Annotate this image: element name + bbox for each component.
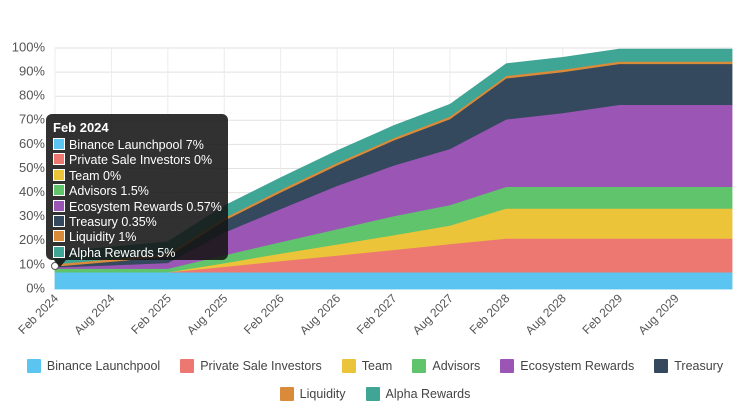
tooltip-row-label: Private Sale Investors 0% [69, 153, 213, 168]
y-tick-label: 90% [19, 64, 45, 79]
legend-item[interactable]: Binance Launchpool [26, 352, 161, 380]
legend-swatch [412, 359, 427, 373]
legend-label: Binance Launchpool [46, 359, 161, 373]
legend-swatch [500, 359, 515, 373]
tooltip-caret [54, 260, 66, 267]
tooltip-row: Team 0% [53, 168, 221, 184]
tooltip: Feb 2024 Binance Launchpool 7% Private Sa… [46, 114, 228, 260]
x-tick-label: Feb 2026 [241, 291, 287, 337]
legend-swatch [365, 387, 380, 401]
y-tick-label: 20% [19, 232, 45, 247]
x-tick-label: Aug 2024 [71, 291, 117, 337]
y-tick-label: 10% [19, 256, 45, 271]
tooltip-swatch [53, 214, 65, 227]
tooltip-row-label: Binance Launchpool 7% [69, 138, 204, 152]
legend-item[interactable]: Liquidity [279, 380, 346, 408]
tooltip-swatch [53, 245, 65, 258]
y-tick-label: 70% [19, 112, 45, 127]
tooltip-title: Feb 2024 [53, 120, 109, 135]
legend-item[interactable]: Treasury [654, 352, 723, 380]
tooltip-swatch [53, 138, 65, 150]
legend-swatch [341, 359, 356, 373]
legend-swatch [279, 387, 294, 401]
tooltip-row: Ecosystem Rewards 0.57% [53, 199, 222, 215]
area-series-binance-launchpool [54, 271, 733, 290]
legend-item[interactable]: Alpha Rewards [365, 380, 471, 408]
tooltip-swatch [53, 168, 65, 181]
x-tick-label: Feb 2024 [15, 291, 61, 337]
y-tick-label: 80% [19, 88, 45, 103]
x-tick-label: Feb 2025 [128, 291, 174, 337]
tooltip-row: Alpha Rewards 5% [53, 245, 221, 261]
legend-item[interactable]: Team [341, 352, 393, 380]
legend-item[interactable]: Private Sale Investors [180, 352, 322, 380]
tooltip-row: Advisors 1.5% [53, 184, 221, 199]
x-tick-label: Aug 2026 [297, 291, 343, 337]
legend: Binance Launchpool Private Sale Investors… [0, 352, 750, 408]
tooltip-row-label: Team 0% [69, 168, 122, 183]
legend-label: Treasury [674, 359, 724, 373]
legend-swatch [26, 359, 41, 373]
x-tick-label: Aug 2025 [184, 291, 230, 337]
y-tick-label: 50% [19, 160, 45, 175]
tooltip-swatch [53, 153, 65, 166]
legend-swatch [654, 359, 669, 373]
tooltip-row: Private Sale Investors 0% [53, 153, 221, 168]
tooltip-row-label: Ecosystem Rewards 0.57% [69, 199, 222, 214]
y-tick-label: 60% [19, 136, 45, 151]
y-tick-label: 0% [26, 280, 45, 295]
legend-label: Alpha Rewards [385, 387, 471, 401]
tooltip-swatch [53, 199, 65, 212]
x-tick-label: Feb 2028 [467, 291, 513, 337]
tooltip-row: Liquidity 1% [53, 230, 221, 245]
legend-item[interactable]: Advisors [412, 352, 480, 380]
tooltip-swatch [53, 184, 65, 197]
y-axis-ticks: 0% 10% 20% 30% 40% 50% 60% 70% 80% 90% 100% [12, 39, 46, 295]
y-tick-label: 100% [12, 39, 46, 54]
legend-label: Ecosystem Rewards [520, 359, 635, 373]
x-tick-label: Aug 2028 [523, 291, 569, 337]
legend-swatch [180, 359, 195, 373]
x-axis-ticks: Feb 2024 Aug 2024 Feb 2025 Aug 2025 Feb 2026… [15, 291, 682, 337]
tooltip-row: Treasury 0.35% [53, 214, 221, 230]
tooltip-swatch [53, 230, 65, 243]
x-tick-label: Aug 2027 [410, 291, 456, 337]
legend-item[interactable]: Ecosystem Rewards [500, 352, 634, 380]
tooltip-row-label: Liquidity 1% [69, 230, 137, 245]
tooltip-row-label: Treasury 0.35% [69, 214, 157, 229]
legend-label: Team [361, 359, 393, 373]
x-tick-label: Feb 2029 [580, 291, 626, 337]
tooltip-row-label: Alpha Rewards 5% [69, 245, 176, 260]
y-tick-label: 40% [19, 184, 45, 199]
tooltip-row-label: Advisors 1.5% [69, 184, 149, 199]
x-tick-label: Aug 2029 [635, 291, 681, 337]
y-tick-label: 30% [19, 208, 45, 223]
legend-label: Private Sale Investors [200, 359, 322, 373]
tooltip-row: Binance Launchpool 7% [53, 138, 221, 153]
legend-label: Advisors [432, 359, 481, 373]
tooltip-rows: Binance Launchpool 7% Private Sale Invest… [53, 138, 222, 261]
x-tick-label: Feb 2027 [354, 291, 400, 337]
legend-label: Liquidity [299, 387, 346, 401]
